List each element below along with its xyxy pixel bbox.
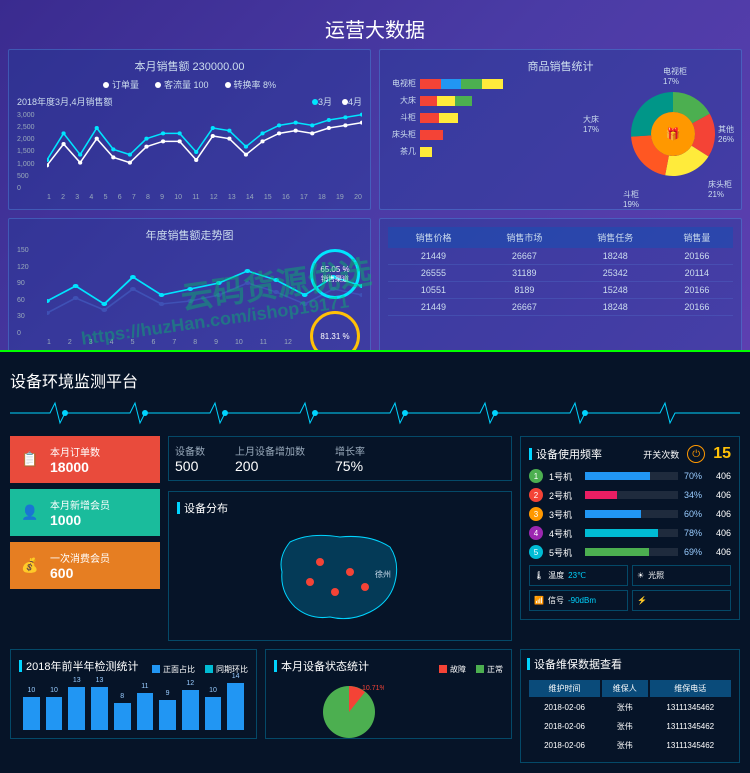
gauge: 65.05 %销售渠道 <box>310 249 360 299</box>
table-row: 26555311892534220114 <box>388 265 733 282</box>
fault-pct-label: 10.71% <box>362 685 384 692</box>
power-icon[interactable]: ⏻ <box>687 445 705 463</box>
sensor-item: 🌡温度23℃ <box>529 565 628 586</box>
table-header: 销售价格 <box>388 227 479 248</box>
stat-card[interactable]: 👤本月新增会员1000 <box>10 489 160 536</box>
sales-legend: 3月 4月 <box>312 95 362 108</box>
sales-title: 本月销售额 230000.00 <box>17 58 362 74</box>
table-row: 1055181891524820166 <box>388 282 733 299</box>
legend-item: 4月 <box>342 95 362 108</box>
sales-subtitle: 2018年度3月,4月销售额 <box>17 95 113 108</box>
bar: 11 <box>137 693 154 730</box>
sensor-item: ☀光照 <box>632 565 731 586</box>
table-header: 销售任务 <box>570 227 661 248</box>
legend-item: 3月 <box>312 95 332 108</box>
cards-column: 📋本月订单数18000 👤本月新增会员1000 💰一次消费会员600 <box>10 436 160 641</box>
table-panel: 销售价格销售市场销售任务销售量 214492666718248201662655… <box>379 218 742 355</box>
sales-table: 销售价格销售市场销售任务销售量 214492666718248201662655… <box>388 227 733 316</box>
power-label: 开关次数 <box>643 448 679 461</box>
sales-stats: 订单量 客流量 100 转换率 8% <box>17 78 362 91</box>
hbar-row: 电视柜 <box>388 78 538 89</box>
product-panel: 商品销售统计 电视柜大床斗柜床头柜茶几 🎁 电视柜17%大床17%斗柜19%床头… <box>379 49 742 210</box>
gauges: 65.05 %销售渠道81.31 % <box>310 249 360 361</box>
freq-row: 33号机60%406 <box>529 507 731 521</box>
pie-section: 本月设备状态统计 故障正常 10.71% <box>265 649 512 739</box>
freq-row: 55号机69%406 <box>529 545 731 559</box>
mid-stat: 增长率75% <box>335 443 365 474</box>
sensor-item: 📶信号-90dBm <box>529 590 628 611</box>
bar: 10 <box>23 697 40 730</box>
mid-stats: 设备数500 上月设备增加数200 增长率75% <box>168 436 512 481</box>
map-section: 设备分布 徐州 <box>168 491 512 641</box>
hbar-row: 大床 <box>388 95 538 106</box>
stat-card[interactable]: 💰一次消费会员600 <box>10 542 160 589</box>
card-icon: 👤 <box>18 501 42 525</box>
maint-row: 2018-02-06张伟13111345462 <box>529 699 731 716</box>
stat-item: 客流量 100 <box>155 78 209 91</box>
trend-title: 年度销售额走势图 <box>17 227 362 243</box>
bar: 13 <box>91 687 108 730</box>
mid-stat: 上月设备增加数200 <box>235 443 305 474</box>
pie-title: 本月设备状态统计 <box>274 658 369 674</box>
bar: 13 <box>68 687 85 730</box>
stat-item: 转换率 8% <box>225 78 277 91</box>
mid-stat: 设备数500 <box>175 443 205 474</box>
card-icon: 💰 <box>18 554 42 578</box>
stat-item: 订单量 <box>103 78 139 91</box>
power-value: 15 <box>713 445 731 463</box>
bar: 12 <box>182 690 199 730</box>
svg-text:🎁: 🎁 <box>666 127 681 141</box>
bar: 10 <box>205 697 222 730</box>
top-dashboard: 运营大数据 本月销售额 230000.00 订单量 客流量 100 转换率 8% 2… <box>0 0 750 350</box>
svg-text:徐州: 徐州 <box>375 569 391 579</box>
sensor-item: ⚡ <box>632 590 731 611</box>
bar: 8 <box>114 703 131 730</box>
maint-row: 2018-02-06张伟13111345462 <box>529 737 731 754</box>
sensor-icon: 🌡 <box>534 571 544 580</box>
map-svg: 徐州 <box>177 522 503 632</box>
top-title: 运营大数据 <box>8 8 742 49</box>
hbar-row: 床头柜 <box>388 129 538 140</box>
freq-row: 44号机78%406 <box>529 526 731 540</box>
ecg-decoration <box>10 398 740 428</box>
table-row: 21449266671824820166 <box>388 248 733 265</box>
bar: 14 <box>227 683 244 730</box>
sales-x-axis: 1234567891011121314151617181920 <box>17 194 362 201</box>
stat-card[interactable]: 📋本月订单数18000 <box>10 436 160 483</box>
sales-line-chart: 3,0002,5002,0001,5001,0005000 <box>17 112 362 192</box>
sales-panel: 本月销售额 230000.00 订单量 客流量 100 转换率 8% 2018年度3… <box>8 49 371 210</box>
maint-row: 2018-02-06张伟13111345462 <box>529 718 731 735</box>
donut-chart: 🎁 电视柜17%大床17%斗柜19%床头柜21%其他26% <box>613 74 733 194</box>
sensor-icon: ⚡ <box>637 596 647 605</box>
sensor-grid: 🌡温度23℃☀光照📶信号-90dBm ⚡ <box>529 565 731 611</box>
table-header: 销售量 <box>661 227 733 248</box>
hbar-row: 斗柜 <box>388 112 538 123</box>
bar: 10 <box>46 697 63 730</box>
hbar-row: 茶几 <box>388 146 538 157</box>
table-row: 21449266671824820166 <box>388 299 733 316</box>
product-hbars: 电视柜大床斗柜床头柜茶几 <box>388 78 538 157</box>
map-title: 设备分布 <box>177 500 503 516</box>
bar-title: 2018年前半年检测统计 <box>19 658 138 674</box>
bottom-dashboard: 设备环境监测平台 📋本月订单数18000 👤本月新增会员1000 💰一次消费会员60… <box>0 350 750 773</box>
freq-panel: 设备使用频率 开关次数 ⏻ 15 11号机70%406 22号机34%406 33号… <box>520 436 740 620</box>
freq-row: 11号机70%406 <box>529 469 731 483</box>
maint-table-section: 设备维保数据查看 维护时间维保人维保电话2018-02-06张伟13111345… <box>520 649 740 763</box>
table-header: 销售市场 <box>479 227 570 248</box>
freq-row: 22号机34%406 <box>529 488 731 502</box>
maint-title: 设备维保数据查看 <box>527 656 733 672</box>
sensor-icon: ☀ <box>637 571 644 580</box>
trend-panel: 年度销售额走势图 1501209060300 123456789101112 6… <box>8 218 371 355</box>
freq-title: 设备使用频率 <box>529 446 602 462</box>
bar-chart-section: 2018年前半年检测统计 正面占比同期环比 101013138119121014 <box>10 649 257 739</box>
bottom-title: 设备环境监测平台 <box>10 362 740 398</box>
card-icon: 📋 <box>18 448 42 472</box>
bar: 9 <box>159 700 176 730</box>
sensor-icon: 📶 <box>534 596 544 605</box>
